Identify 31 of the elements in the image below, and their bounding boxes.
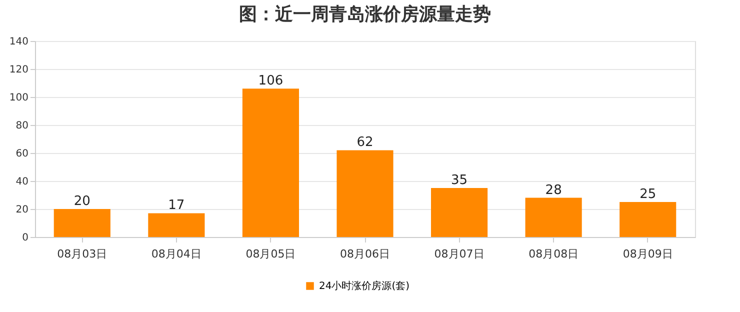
x-tick-label: 08月09日 <box>622 248 673 260</box>
data-label: 28 <box>545 182 562 198</box>
data-label: 17 <box>168 198 185 214</box>
legend-label: 24小时涨价房源(套) <box>319 280 410 292</box>
x-tick-label: 08月04日 <box>151 248 202 260</box>
y-tick-label: 20 <box>16 204 28 216</box>
bar <box>148 213 205 237</box>
y-tick-label: 40 <box>16 176 28 188</box>
bar <box>54 209 110 237</box>
y-tick-label: 0 <box>22 232 28 244</box>
data-label: 35 <box>451 173 468 188</box>
data-label: 62 <box>356 135 374 150</box>
chart-title: 图：近一周青岛涨价房源量走势 <box>239 4 491 25</box>
x-tick-label: 08月05日 <box>246 248 296 260</box>
bar <box>525 198 582 237</box>
bar <box>620 202 676 237</box>
y-tick-label: 140 <box>9 36 28 48</box>
bar <box>336 150 394 237</box>
x-tick-label: 08月06日 <box>340 248 390 260</box>
data-label: 25 <box>640 187 656 202</box>
y-tick-label: 100 <box>9 92 28 104</box>
y-tick-label: 80 <box>16 120 28 132</box>
y-tick-label: 120 <box>9 64 28 76</box>
bar <box>431 188 488 237</box>
x-tick-label: 08月07日 <box>434 248 484 260</box>
y-tick-label: 60 <box>16 148 28 160</box>
data-label: 20 <box>74 194 90 209</box>
x-tick-label: 08月03日 <box>57 248 108 260</box>
bar <box>242 88 299 237</box>
data-label: 106 <box>258 74 284 89</box>
x-tick-label: 08月08日 <box>528 248 579 260</box>
